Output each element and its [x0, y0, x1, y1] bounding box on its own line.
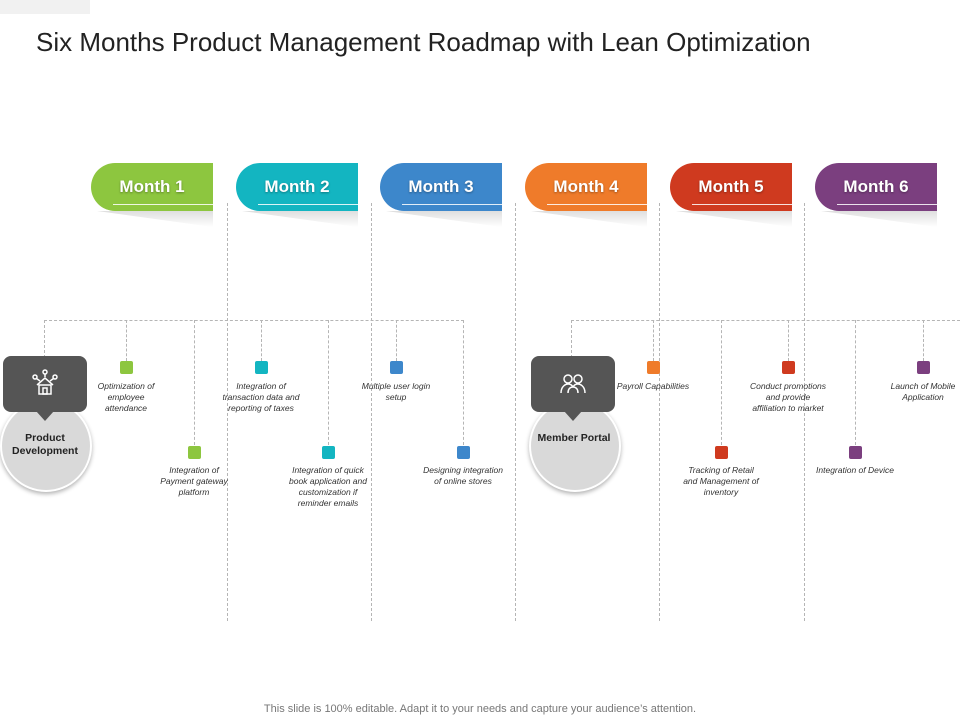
month-band — [815, 163, 937, 211]
drop-line — [328, 320, 329, 445]
task-marker — [457, 446, 470, 459]
group-label: Member Portal — [537, 432, 611, 444]
month-divider — [371, 203, 372, 621]
month-header-4: Month 4 — [525, 163, 647, 227]
month-label: Month 2 — [264, 177, 330, 196]
task-label: Integration of quick book application an… — [289, 465, 367, 508]
month-label: Month 4 — [553, 177, 619, 196]
group-connector-member-portal — [571, 320, 960, 321]
month-label: Month 5 — [698, 177, 764, 196]
slide-title: Six Months Product Management Roadmap wi… — [36, 27, 811, 57]
task-label: Launch of Mobile Application — [890, 381, 956, 402]
task-label: Multiple user login setup — [361, 381, 431, 402]
drop-line — [721, 320, 722, 445]
month-band — [91, 163, 213, 211]
task-label: Integration of Device — [816, 465, 894, 475]
task-label: Integration of transaction data and repo… — [222, 381, 300, 413]
task-label: Optimization of employee attendance — [97, 381, 155, 413]
drop-line — [788, 320, 789, 361]
month-header-1: Month 1 — [91, 163, 213, 227]
task-label: Integration of Payment gateway platform — [160, 465, 228, 497]
task-marker — [647, 361, 660, 374]
month-divider — [227, 203, 228, 621]
month-header-2: Month 2 — [236, 163, 358, 227]
drop-line — [653, 320, 654, 361]
month-header-5: Month 5 — [670, 163, 792, 227]
drop-line — [571, 320, 572, 358]
month-band — [380, 163, 502, 211]
month-band — [525, 163, 647, 211]
task-marker — [390, 361, 403, 374]
task-label: Conduct promotions and provide affiliati… — [749, 381, 827, 413]
month-shadow — [531, 211, 647, 227]
month-label: Month 6 — [843, 177, 909, 196]
task-label: Tracking of Retail and Management of inv… — [683, 465, 759, 497]
group-connector-product-development — [44, 320, 464, 321]
month-divider — [515, 203, 516, 621]
task-marker — [782, 361, 795, 374]
drop-line — [463, 320, 464, 445]
month-shadow — [821, 211, 937, 227]
month-band — [670, 163, 792, 211]
task-marker — [715, 446, 728, 459]
task-marker — [188, 446, 201, 459]
footer-note: This slide is 100% editable. Adapt it to… — [263, 703, 697, 715]
month-divider — [804, 203, 805, 621]
task-marker — [849, 446, 862, 459]
drop-line — [855, 320, 856, 445]
month-header-3: Month 3 — [380, 163, 502, 227]
house-network-icon — [32, 369, 58, 395]
month-label: Month 1 — [119, 177, 185, 196]
month-shadow — [676, 211, 792, 227]
group-icon-box — [3, 356, 87, 421]
month-divider — [659, 203, 660, 621]
month-shadow — [386, 211, 502, 227]
drop-line — [194, 320, 195, 445]
user-group-icon — [560, 374, 586, 394]
month-shadow — [97, 211, 213, 227]
month-label: Month 3 — [408, 177, 474, 196]
task-marker — [322, 446, 335, 459]
drop-line — [396, 320, 397, 361]
group-icon-box — [531, 356, 615, 421]
drop-line — [923, 320, 924, 361]
drop-line — [126, 320, 127, 361]
task-marker — [917, 361, 930, 374]
task-marker — [255, 361, 268, 374]
month-band — [236, 163, 358, 211]
task-label: Designing integration of online stores — [423, 465, 503, 486]
corner-tab — [0, 0, 90, 14]
drop-line — [44, 320, 45, 358]
task-marker — [120, 361, 133, 374]
group-label: Product Development — [12, 432, 78, 457]
task-label: Payroll Capabilities — [616, 381, 690, 391]
drop-line — [261, 320, 262, 361]
month-shadow — [242, 211, 358, 227]
month-header-6: Month 6 — [815, 163, 937, 227]
